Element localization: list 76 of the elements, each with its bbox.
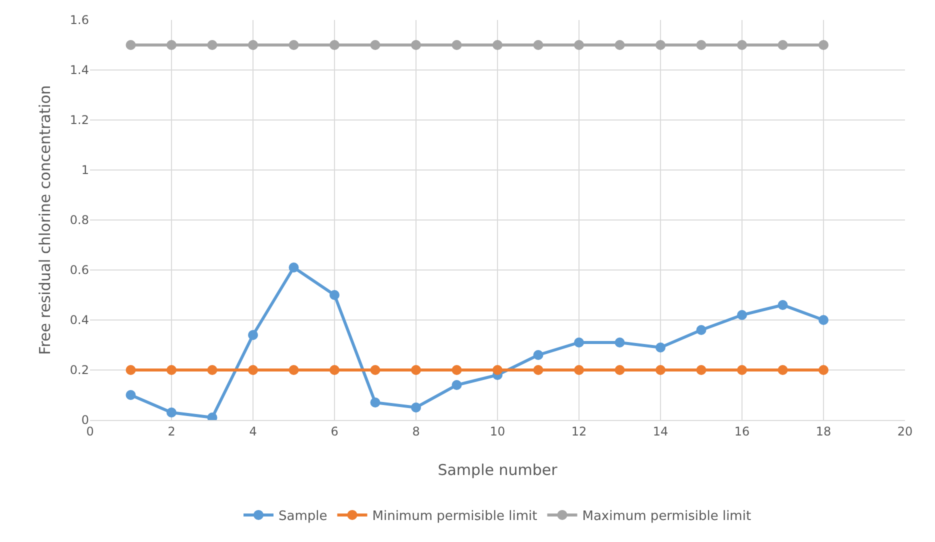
point [166, 365, 176, 375]
point [574, 365, 584, 375]
point [737, 310, 747, 320]
point [452, 365, 462, 375]
point [288, 365, 299, 375]
point [737, 365, 747, 375]
point [818, 365, 828, 375]
x-tick-label: 10 [490, 424, 506, 438]
point [166, 408, 176, 418]
point [656, 342, 666, 352]
x-axis-title: Sample number [438, 461, 558, 479]
point [248, 330, 258, 340]
x-tick-label: 16 [734, 424, 750, 438]
point [533, 40, 544, 50]
point [574, 40, 584, 50]
y-tick-label: 0.4 [70, 313, 89, 328]
point [288, 40, 299, 50]
x-tick-label: 8 [412, 424, 420, 438]
x-tick-label: 14 [652, 424, 668, 438]
point [370, 398, 380, 408]
y-tick-label: 0.8 [70, 213, 89, 228]
y-tick-label: 1.4 [70, 63, 89, 78]
y-axis-title: Free residual chlorine concentration [36, 85, 54, 355]
y-tick-label: 1 [81, 163, 89, 178]
point [288, 262, 299, 272]
point [818, 40, 828, 50]
point [818, 315, 828, 325]
point [411, 365, 421, 375]
y-tick-label: 1.2 [70, 113, 89, 128]
x-tick-label: 20 [897, 424, 913, 438]
legend-label: Sample [278, 509, 328, 524]
point [614, 365, 625, 375]
legend-label: Maximum permisible limit [582, 509, 752, 524]
point [452, 40, 462, 50]
point [126, 365, 136, 375]
point [330, 365, 340, 375]
point [248, 365, 258, 375]
y-tick-label: 0.2 [70, 363, 89, 378]
y-tick-label: 0.6 [70, 263, 89, 278]
point [614, 338, 625, 348]
point [411, 40, 421, 50]
y-tick-label: 0 [81, 413, 89, 428]
x-tick-label: 4 [249, 424, 257, 438]
point [778, 300, 788, 310]
point [696, 40, 706, 50]
point [778, 40, 788, 50]
x-tick-label: 6 [330, 424, 338, 438]
point [656, 365, 666, 375]
x-tick-label: 2 [168, 424, 176, 438]
point [696, 325, 706, 335]
point [574, 338, 584, 348]
point [207, 365, 218, 375]
point [696, 365, 706, 375]
point [248, 40, 258, 50]
point [411, 402, 421, 412]
x-tick-label: 12 [571, 424, 587, 438]
legend-label: Minimum permisible limit [372, 509, 538, 524]
x-tick-label: 18 [816, 424, 832, 438]
point [207, 40, 218, 50]
point [533, 350, 544, 360]
point [370, 365, 380, 375]
point [614, 40, 625, 50]
point [533, 365, 544, 375]
point [492, 40, 502, 50]
y-tick-label: 1.6 [70, 13, 89, 28]
point [126, 390, 136, 400]
point [370, 40, 380, 50]
point [778, 365, 788, 375]
point [452, 380, 462, 390]
point [737, 40, 747, 50]
point [330, 40, 340, 50]
point [126, 40, 136, 50]
point [656, 40, 666, 50]
point [330, 290, 340, 300]
point [166, 40, 176, 50]
point [492, 365, 502, 375]
